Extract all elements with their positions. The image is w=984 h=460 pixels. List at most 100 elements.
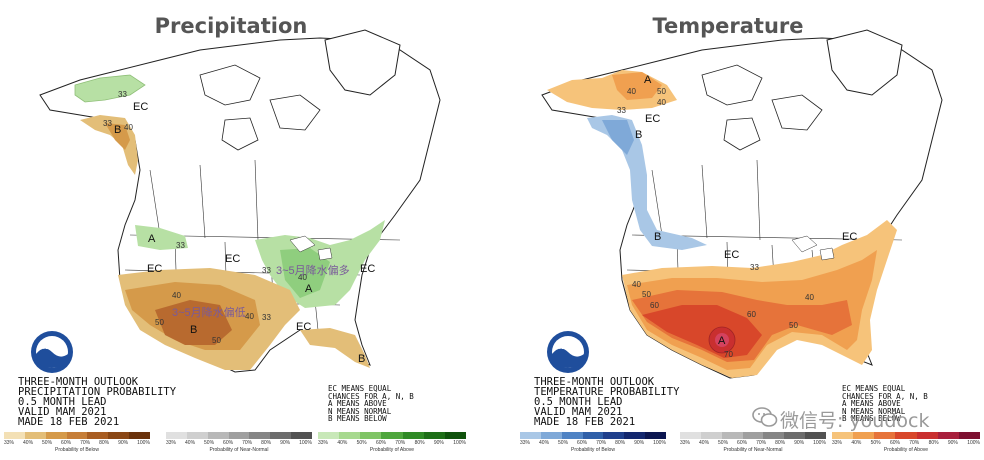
- scale-tick-label: 80%: [615, 440, 626, 446]
- scale-tick-label: 40%: [337, 440, 348, 446]
- scale-caption: Probability of Above: [369, 447, 415, 453]
- legend-line: EC MEANS EQUAL: [842, 384, 906, 393]
- contour-60-texas: 60: [747, 310, 756, 319]
- scale-swatch: [645, 432, 667, 439]
- label-a-southwest: A: [718, 335, 726, 347]
- scale-swatch: [895, 432, 917, 439]
- scale-swatch: [624, 432, 646, 439]
- scale-swatch: [916, 432, 938, 439]
- scale-swatch: [520, 432, 541, 439]
- scale-bar: [318, 432, 466, 439]
- scale-swatch: [4, 432, 25, 439]
- legend-line: CHANCES FOR A, N, B: [328, 391, 414, 401]
- arctic-islands-outline: [199, 64, 321, 151]
- contour-33-alaska: 33: [118, 90, 127, 99]
- contour-50-south: 50: [789, 321, 798, 330]
- scale-swatch: [339, 432, 361, 439]
- wechat-icon: [752, 407, 778, 427]
- scale-swatch: [129, 432, 151, 439]
- scale-tick-label: 80%: [261, 440, 272, 446]
- legend-line: A MEANS ABOVE: [842, 399, 901, 409]
- contour-40-alaska-east: 40: [657, 98, 666, 107]
- scale-tick-label: 60%: [61, 440, 72, 446]
- svg-text:NOAA: NOAA: [559, 345, 577, 351]
- label-a-alaska: A: [644, 74, 652, 86]
- scale-swatch: [381, 432, 403, 439]
- scale-swatch: [784, 432, 806, 439]
- scale-tick-label: 33%: [832, 440, 843, 446]
- contour-40-southwest: 40: [172, 291, 181, 300]
- outlook-line: VALID MAM 2021: [534, 406, 623, 418]
- scale-tick-label: 33%: [318, 440, 329, 446]
- contour-70-texas: 70: [724, 350, 733, 359]
- label-ec-north: EC: [645, 113, 660, 125]
- contour-40-southwest: 40: [632, 280, 641, 289]
- label-b-southwest: B: [190, 324, 197, 336]
- scale-ticks: 33% 40% 50% 60% 70% 80% 90% 100%: [318, 440, 466, 446]
- scale-tick-label: 100%: [137, 440, 150, 446]
- wechat-watermark: 微信号: youdock: [752, 406, 952, 432]
- contour-33-southeast: 33: [262, 313, 271, 322]
- scale-bar: [4, 432, 151, 439]
- scale-ticks: 33% 40% 50% 60% 70% 80% 90% 100%: [832, 440, 980, 446]
- scale-tick-label: 50%: [42, 440, 53, 446]
- legend-line: B MEANS BELOW: [842, 414, 901, 424]
- scale-tick-label: 80%: [99, 440, 110, 446]
- scale-tick-label: 100%: [967, 440, 980, 446]
- scale-caption: Probability of Below: [571, 447, 615, 453]
- scale-tick-label: 80%: [414, 440, 425, 446]
- scale-swatch: [45, 432, 67, 439]
- legend-line: EC MEANS EQUAL: [328, 384, 392, 393]
- contour-50-alaska: 50: [657, 87, 666, 96]
- label-ec-west: EC: [147, 263, 162, 275]
- label-b-pacific: B: [635, 129, 642, 141]
- alaska-above-core: [612, 72, 662, 100]
- scale-tick-label: 50%: [718, 440, 729, 446]
- temperature-map: EC EC EC A A B B 40 50 33 40 33 40 50 60…: [541, 29, 943, 379]
- contour-50-texas: 50: [212, 336, 221, 345]
- scale-ticks: 33% 40% 50% 60% 70% 80% 90% 100%: [680, 440, 826, 446]
- scale-swatch: [228, 432, 250, 439]
- contour-60-southwest: 60: [650, 301, 659, 310]
- great-lakes-above-core: [280, 248, 330, 298]
- label-ec-east: EC: [360, 263, 375, 275]
- arctic-islands-outline: [701, 64, 823, 151]
- outlook-line: THREE-MONTH OUTLOOK: [18, 376, 139, 388]
- scale-tick-label: 33%: [520, 440, 531, 446]
- contour-40-pacific: 40: [124, 123, 133, 132]
- legend-line: N MEANS NORMAL: [328, 406, 392, 416]
- scale-tick-label: 70%: [756, 440, 767, 446]
- greenland-outline: [324, 29, 401, 96]
- scale-swatch: [66, 432, 88, 439]
- label-ec-central: EC: [724, 249, 739, 261]
- outlook-line: 0.5 MONTH LEAD: [18, 396, 107, 408]
- outlook-line: 0.5 MONTH LEAD: [534, 396, 623, 408]
- scale-swatch: [680, 432, 701, 439]
- noaa-logo: NOAA: [31, 331, 73, 373]
- scale-swatch: [874, 432, 896, 439]
- scale-swatch: [700, 432, 722, 439]
- scale-swatch: [603, 432, 625, 439]
- scale-tick-label: 80%: [775, 440, 786, 446]
- scale-tick-label: 70%: [80, 440, 91, 446]
- temperature-panel: Temperature: [492, 0, 984, 460]
- scale-swatch: [207, 432, 229, 439]
- precip-scale-below: 33% 40% 50% 60% 70% 80% 90% 100% Probability of…: [4, 432, 151, 458]
- scale-swatch: [166, 432, 187, 439]
- temp-legend-note: EC MEANS EQUAL CHANCES FOR A, N, B A MEA…: [842, 385, 928, 423]
- southwest-below-core: [155, 300, 232, 345]
- label-ec-northeast: EC: [842, 231, 857, 243]
- label-b-pacific: B: [114, 124, 121, 136]
- temp-scale-below: 33% 40% 50% 60% 70% 80% 90% 100% Probability of…: [520, 432, 667, 458]
- temp-scale-normal: 33% 40% 50% 60% 70% 80% 90% 100% Probability of…: [680, 432, 827, 458]
- scale-tick-label: 100%: [453, 440, 466, 446]
- scale-tick-label: 33%: [4, 440, 15, 446]
- scale-swatch: [742, 432, 764, 439]
- precipitation-panel: Precipitation: [4, 14, 466, 458]
- scale-tick-label: 90%: [634, 440, 645, 446]
- scale-caption: Probability of Below: [55, 447, 99, 453]
- scale-swatch: [186, 432, 208, 439]
- label-a-northwest: A: [148, 233, 156, 245]
- great-lakes-water: [791, 235, 835, 261]
- scale-tick-label: 33%: [166, 440, 177, 446]
